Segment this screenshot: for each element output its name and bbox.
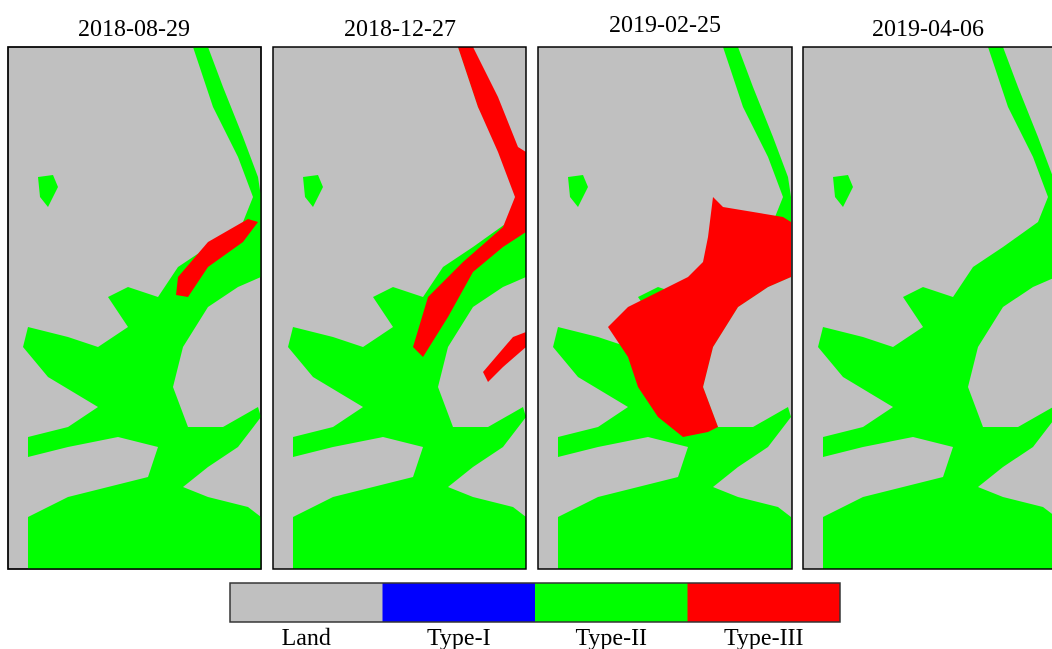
map-panel: [273, 47, 526, 569]
figure: 2018-08-29 2018-12-27 2019-02-25 2019-04…: [0, 0, 1052, 649]
legend-swatch: [688, 583, 841, 622]
map-panel: [8, 47, 261, 569]
legend-label: Land: [282, 625, 331, 649]
legend-swatch: [383, 583, 536, 622]
legend: Land Type-I Type-II Type-III: [230, 583, 840, 649]
legend-label: Type-II: [575, 625, 647, 649]
map-panel: [538, 47, 792, 569]
panel-date: 2018-08-29: [78, 16, 190, 42]
legend-swatch: [230, 583, 383, 622]
panel-date: 2019-04-06: [872, 16, 984, 42]
panel-date: 2018-12-27: [344, 16, 456, 42]
legend-label: Type-I: [427, 625, 491, 649]
map-panel: [803, 47, 1052, 569]
panel-date: 2019-02-25: [609, 12, 721, 38]
legend-label: Type-III: [724, 625, 804, 649]
legend-swatch: [535, 583, 688, 622]
